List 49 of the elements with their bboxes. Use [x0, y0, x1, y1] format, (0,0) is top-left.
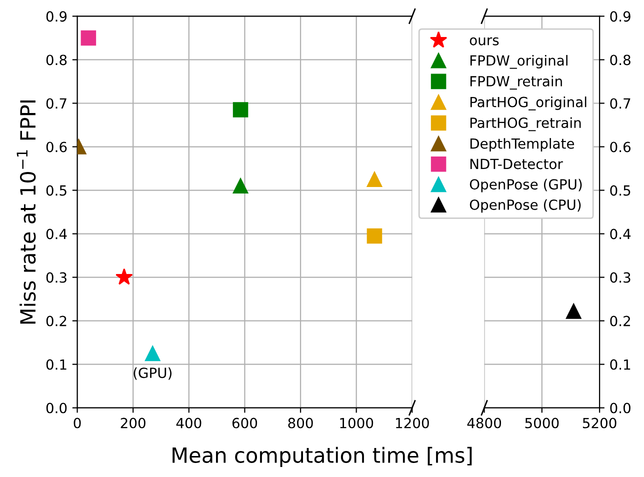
annotation: (GPU): [134, 367, 172, 380]
legend-label: FPDW_original: [470, 54, 568, 69]
point: [80, 30, 96, 46]
legend-label: OpenPose (GPU): [470, 178, 582, 192]
x-tick-label: 4800: [467, 418, 502, 428]
x-tick-label: 5200: [582, 418, 616, 428]
legend-label: ours: [470, 37, 499, 46]
y-tick-label: 0.5: [46, 185, 66, 196]
y-tick-label: 0.8: [46, 54, 67, 66]
x-tick-label: 200: [120, 418, 146, 428]
point: [232, 178, 248, 194]
y-tick-label: 0.8: [610, 54, 630, 66]
legend-label: PartHOG_original: [470, 96, 586, 110]
legend-label: DepthTemplate: [470, 138, 574, 152]
point: [116, 268, 133, 285]
x-tick-label: 0: [74, 418, 81, 428]
point: [232, 102, 248, 118]
point: [366, 228, 382, 244]
y-tick-label: 0.1: [610, 359, 630, 370]
y-tick-label: 0.4: [610, 228, 631, 240]
y-tick-label: 0.9: [610, 11, 630, 22]
legend-label: FPDW_retrain: [470, 76, 562, 90]
y-tick-label: 0.7: [610, 98, 630, 109]
y-tick-label: 0.3: [46, 272, 66, 283]
x-tick-label: 1200: [396, 418, 429, 428]
y-tick-label: 0.5: [610, 185, 630, 196]
y-tick-label: 0.6: [610, 142, 630, 152]
y-tick-label: 0.2: [610, 316, 630, 326]
y-tick-label: 0.3: [610, 272, 630, 283]
y-tick-label: 0.1: [46, 359, 66, 370]
y-axis-title: Miss rate at 10$^{−1}$ FPPI: [16, 100, 36, 324]
y-tick-label: 0.0: [46, 402, 67, 414]
x-tick-label: 600: [232, 418, 258, 428]
x-axis-title: Mean computation time [ms]: [172, 446, 472, 468]
point: [366, 172, 382, 188]
y-tick-label: 0.9: [46, 11, 67, 22]
y-tick-label: 0.7: [46, 98, 66, 109]
x-tick-label: 800: [288, 418, 313, 428]
x-tick-label: 1000: [340, 418, 374, 428]
x-tick-label: 400: [176, 418, 202, 428]
y-tick-label: 0.0: [610, 402, 630, 414]
point: [144, 346, 160, 362]
legend-label: PartHOG_retrain: [470, 117, 581, 132]
y-tick-label: 0.6: [46, 142, 67, 152]
y-tick-label: 0.2: [46, 316, 66, 326]
x-tick-label: 5000: [525, 418, 559, 428]
legend-label: OpenPose (CPU): [470, 199, 581, 213]
legend-label: NDT-Detector: [470, 158, 563, 170]
y-tick-label: 0.4: [46, 228, 67, 240]
